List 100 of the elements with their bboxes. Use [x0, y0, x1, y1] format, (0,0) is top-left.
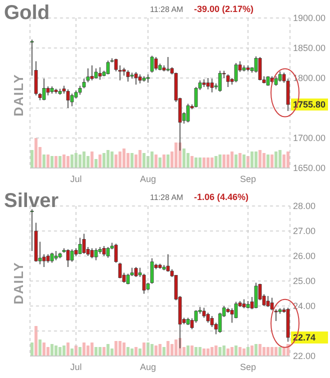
bar: [114, 341, 118, 356]
bar: [62, 154, 66, 168]
bar: [30, 150, 34, 168]
bar: [58, 347, 62, 356]
bar: [102, 347, 106, 356]
bar: [86, 346, 90, 356]
candlestick: [206, 312, 210, 324]
bar: [198, 158, 202, 168]
bar: [242, 154, 246, 168]
candlestick: [106, 60, 110, 75]
bar: [262, 153, 266, 168]
chart-title: Silver: [4, 190, 59, 212]
bar: [150, 152, 154, 168]
bar: [266, 347, 270, 356]
bar: [174, 340, 178, 356]
bar: [122, 342, 126, 356]
bar: [90, 342, 94, 356]
bar: [82, 342, 86, 356]
bar: [218, 154, 222, 168]
bar: [206, 158, 210, 168]
bar: [258, 150, 262, 168]
text: 11:28 AM: [150, 5, 184, 14]
bar: [82, 152, 86, 168]
bar: [150, 344, 154, 356]
bar: [218, 347, 222, 356]
bar: [182, 148, 186, 168]
bar: [250, 152, 254, 168]
bar: [242, 348, 246, 356]
candlestick: [278, 71, 282, 82]
bar: [222, 154, 226, 168]
candlestick: [50, 252, 54, 264]
bar: [254, 344, 258, 356]
bar: [254, 152, 258, 168]
bar: [78, 347, 82, 356]
y-axis-title: DAILY: [11, 74, 26, 116]
candlestick: [134, 72, 138, 85]
chart-title: Gold: [4, 2, 50, 24]
bar: [270, 154, 274, 168]
candlestick: [274, 76, 278, 86]
candlestick: [186, 103, 190, 123]
bar: [90, 152, 94, 168]
bar: [278, 347, 282, 356]
candlestick: [66, 89, 70, 108]
bar: [54, 346, 58, 356]
candlestick: [218, 70, 222, 92]
bar: [282, 154, 286, 168]
bar: [66, 342, 70, 356]
bar: [46, 154, 50, 168]
bar: [38, 340, 42, 356]
y-tick-label: 1650.00: [293, 163, 326, 174]
candlestick: [54, 250, 58, 261]
candlestick: [258, 56, 262, 81]
bar: [138, 348, 142, 356]
candlestick: [78, 237, 82, 255]
x-tick-label: Sep: [240, 362, 256, 372]
x-tick-label: Aug: [140, 362, 156, 372]
bar: [274, 152, 278, 168]
candlestick: [106, 246, 110, 258]
bar: [118, 152, 122, 168]
x-tick-label: Jul: [70, 362, 82, 372]
bar: [162, 154, 166, 168]
bar: [250, 346, 254, 356]
bar: [142, 153, 146, 168]
bar: [154, 346, 158, 356]
bar: [42, 154, 46, 168]
bar: [70, 348, 74, 356]
bar: [166, 154, 170, 168]
x-tick-label: Sep: [240, 174, 256, 184]
candlestick: [150, 55, 154, 73]
candlestick: [274, 308, 278, 322]
bar: [42, 342, 46, 356]
candlestick: [98, 66, 102, 80]
x-tick-label: Jul: [70, 174, 82, 184]
candlestick: [82, 233, 86, 254]
candlestick: [266, 76, 270, 86]
bar: [230, 152, 234, 168]
bar: [130, 348, 134, 356]
text: -39.00 (2.17%): [194, 4, 254, 14]
candlestick: [166, 56, 170, 72]
bar: [226, 154, 230, 168]
bar: [114, 154, 118, 168]
candlestick: [66, 248, 70, 268]
bar: [138, 150, 142, 168]
y-tick-label: 1850.00: [293, 43, 326, 54]
candlestick: [118, 262, 122, 279]
bar: [286, 152, 290, 168]
bar: [210, 347, 214, 356]
y-axis-title: DAILY: [11, 262, 26, 304]
bar: [198, 347, 202, 356]
bar: [34, 138, 38, 168]
bar: [186, 346, 190, 356]
bar: [158, 344, 162, 356]
y-tick-label: 1900.00: [293, 13, 326, 24]
bar: [206, 348, 210, 356]
candlestick: [234, 62, 238, 83]
bar: [194, 347, 198, 356]
text: 11:28 AM: [150, 193, 184, 202]
candlestick: [146, 74, 150, 84]
bar: [210, 158, 214, 168]
bar: [234, 346, 238, 356]
